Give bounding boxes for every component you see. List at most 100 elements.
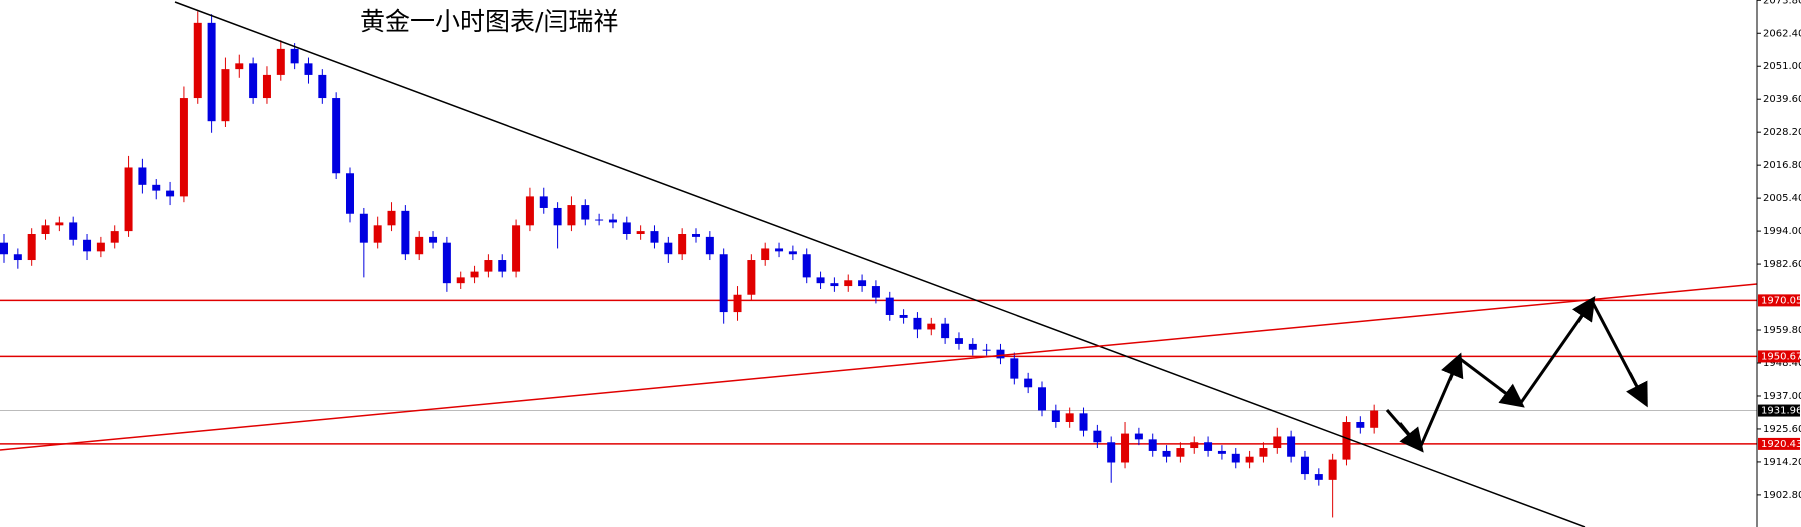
candle-body [1093,430,1102,443]
candle-body [1287,436,1296,457]
candle-body [664,242,673,255]
candle-body [1148,439,1157,451]
candle-body [262,74,271,99]
candle-body [69,222,78,240]
candle-body [581,205,590,220]
candle-body [1190,442,1199,449]
candle-body [83,239,92,252]
trend-line [174,1,1586,527]
candle-body [816,277,825,284]
forecast-path [1385,298,1647,451]
candle-body [470,271,479,278]
candle-body [332,98,341,174]
levels [0,299,1757,445]
y-tick-label: 1902.80 [1763,490,1801,501]
candle-body [622,222,631,234]
y-tick-label: 2016.80 [1763,160,1801,171]
candle-body [166,190,175,197]
candle-body [954,338,963,344]
candle-body [207,22,216,122]
candle-body [429,236,438,243]
candle-body [1356,422,1365,428]
candle-body [387,210,396,226]
y-tick-label: 2028.20 [1763,127,1801,138]
candle-body [304,63,313,75]
candle-body [1065,413,1074,423]
level-label-box [1758,350,1800,363]
candle-body [221,69,230,122]
candle-body [498,260,507,272]
y-tick-label: 2005.40 [1763,193,1801,204]
level-label: 1920.43 [1761,439,1801,450]
y-tick-label: 2051.00 [1763,61,1801,72]
candle-body [124,167,133,232]
candle-body [678,233,687,255]
candle-body [359,213,368,243]
candle-body [1217,450,1226,454]
candle-body [346,173,354,214]
candle-body [1121,433,1130,463]
candle-body [442,242,451,284]
candle-body [539,196,548,208]
arrow-head [1441,352,1464,381]
candle-body [733,294,742,313]
candle-body [567,205,576,226]
candle-body [982,349,991,351]
y-tick-label: 1925.60 [1763,424,1801,435]
candle-body [996,349,1005,359]
candle-body [1107,442,1116,463]
candle-body [138,167,147,185]
y-tick-label: 1948.40 [1763,358,1801,369]
y-tick-label: 2073.80 [1763,0,1801,6]
candle-body [41,225,50,234]
candle-body [110,231,119,243]
y-tick-label: 1994.00 [1763,226,1801,237]
level-label-box [1758,294,1800,307]
candle-body [885,297,894,315]
candles [0,11,1379,518]
candle-body [608,219,617,223]
candle-body [553,207,562,226]
candle-body [705,236,714,255]
candle-body [484,260,493,272]
y-axis: 2073.80 2062.40 2051.00 2039.60 2028.20 2016.… [1757,0,1801,501]
candle-body [318,74,327,99]
candle-body [1273,436,1282,449]
y-tick-label: 2062.40 [1763,28,1801,39]
candle-body [858,280,867,287]
candle-body [512,225,521,272]
candle-body [1038,387,1046,411]
candle-body [747,260,756,295]
candle-body [788,251,797,255]
candle-body [871,286,880,298]
y-tick-label: 2039.60 [1763,94,1801,105]
candle-body [401,210,410,255]
candle-body [1300,456,1309,475]
level-label: 1931.96 [1761,406,1801,417]
candle-body [290,48,299,64]
candle-body [276,48,285,75]
candle-body [844,280,853,287]
level-label-box [1758,404,1800,417]
candle-body [1162,450,1171,457]
y-tick-label: 1937.00 [1763,391,1801,402]
candle-body [152,184,161,191]
candle-body [1231,453,1240,463]
candle-body [1134,433,1143,440]
y-tick-label: 1914.20 [1763,457,1801,468]
arrow-head [1626,372,1648,408]
candle-body [968,343,977,350]
level-label-box [1758,437,1800,450]
candle-body [1024,378,1033,388]
candle-body [456,277,465,284]
y-tick-label: 1982.60 [1763,259,1801,270]
candle-body [1314,474,1323,480]
candle-body [761,248,770,261]
candle-body [373,225,382,243]
candle-body [1259,448,1268,457]
candle-body [941,323,950,339]
chart-title: 黄金一小时图表/闫瑞祥 [360,7,618,36]
candle-body [899,314,908,318]
candle-body [13,254,22,261]
